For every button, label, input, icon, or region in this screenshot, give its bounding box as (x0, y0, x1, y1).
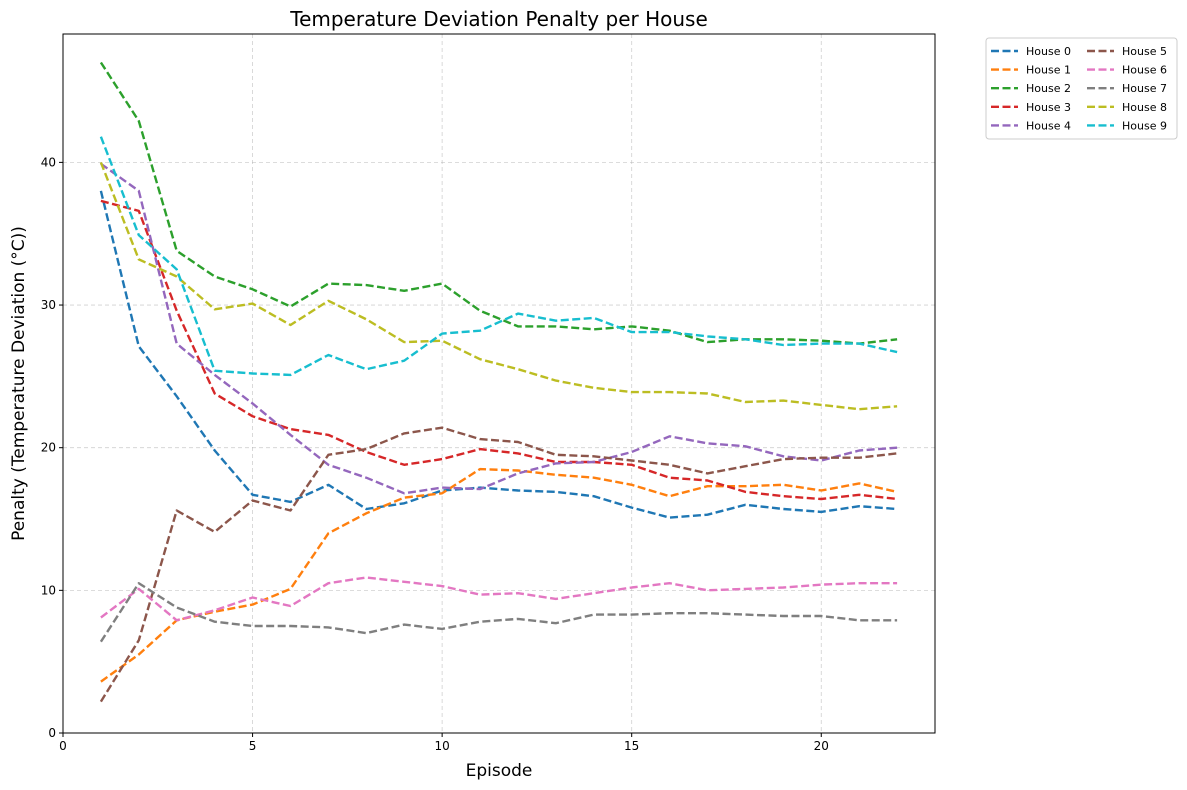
x-tick-label: 0 (59, 739, 67, 753)
legend: House 0 House 1 House 2 House 3 House 4 House… (985, 37, 1178, 140)
series-line-house-6 (100, 576, 898, 622)
x-tick-label: 10 (434, 739, 449, 753)
legend-entry: House 8 (1122, 101, 1167, 114)
series-line-house-9 (99, 136, 898, 377)
grid (62, 34, 935, 734)
y-tick-label: 0 (48, 726, 56, 740)
y-tick-label: 10 (41, 583, 56, 597)
y-tick-label: 30 (41, 298, 56, 312)
legend-entry: House 7 (1122, 82, 1167, 95)
legend-entry: House 2 (1026, 82, 1071, 95)
series-line-house-3 (100, 199, 898, 501)
x-tick-label: 15 (624, 739, 639, 753)
series-line-house-4 (100, 162, 898, 495)
series-line-house-0 (99, 190, 898, 519)
x-tick-label: 20 (814, 739, 829, 753)
legend-entry: House 4 (1026, 119, 1071, 132)
series-line-house-5 (99, 426, 898, 703)
plot-area (62, 33, 936, 734)
series-line-house-2 (99, 61, 898, 345)
series-lines (99, 61, 898, 703)
legend-entry: House 9 (1122, 119, 1167, 132)
legend-entry: House 0 (1026, 45, 1071, 58)
legend-entry: House 6 (1122, 64, 1167, 77)
y-tick-label: 20 (41, 441, 56, 455)
x-tick-label: 5 (249, 739, 257, 753)
x-axis-label: Episode (466, 761, 533, 781)
legend-entry: House 1 (1026, 64, 1071, 77)
y-tick-label: 40 (41, 155, 56, 169)
legend-box (985, 37, 1178, 140)
y-axis-label: Penalty (Temperature Deviation (°C)) (9, 226, 29, 541)
series-line-house-7 (99, 582, 898, 643)
chart-title: Temperature Deviation Penalty per House (289, 7, 708, 31)
series-line-house-8 (99, 161, 898, 411)
series-line-house-1 (100, 467, 898, 683)
legend-entry: House 5 (1122, 45, 1167, 58)
legend-entry: House 3 (1026, 101, 1071, 114)
axis-ticks: 0 5 10 15 20 0 10 20 30 40 (41, 155, 829, 753)
